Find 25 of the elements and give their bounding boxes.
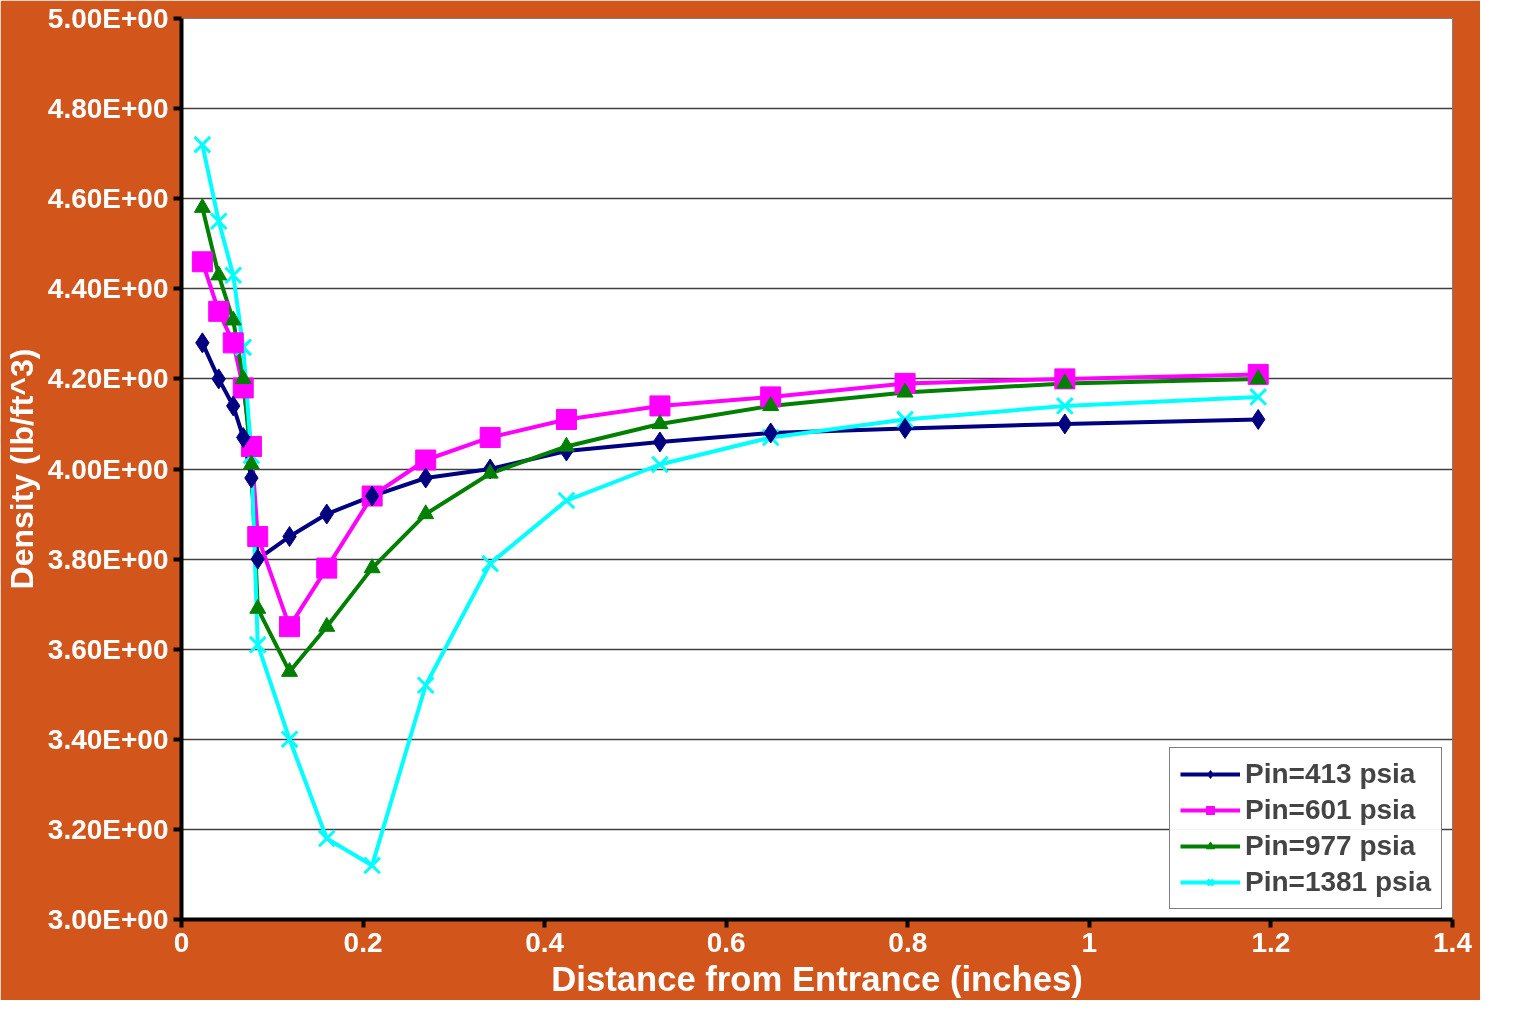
- legend-label: Pin=977 psia: [1244, 830, 1416, 862]
- y-tick-label: 5.00E+00: [47, 3, 169, 34]
- legend-label: Pin=413 psia: [1244, 758, 1416, 790]
- x-tick-label: 1: [1081, 926, 1098, 958]
- y-tick-label: 3.20E+00: [47, 813, 169, 845]
- legend-label: Pin=1381 psia: [1244, 866, 1431, 898]
- x-tick-label: 0.6: [706, 926, 746, 958]
- x-axis-title: Distance from Entrance (inches): [551, 959, 1083, 998]
- y-tick-label: 4.40E+00: [47, 273, 169, 305]
- y-axis-title: Density (lb/ft^3): [3, 348, 40, 590]
- y-tick-label: 4.60E+00: [47, 183, 169, 215]
- legend-label: Pin=601 psia: [1244, 794, 1416, 826]
- x-tick-label: 1.4: [1433, 926, 1473, 958]
- y-tick-label: 3.00E+00: [47, 904, 169, 935]
- x-tick-label: 0.4: [525, 926, 565, 958]
- x-tick-label: 0: [173, 926, 190, 958]
- x-tick-label: 0.2: [343, 926, 383, 958]
- y-tick-label: 3.60E+00: [47, 633, 169, 665]
- y-tick-label: 3.40E+00: [47, 723, 169, 755]
- y-tick-label: 3.80E+00: [47, 543, 169, 575]
- y-tick-label: 4.20E+00: [47, 363, 169, 395]
- y-tick-label: 4.00E+00: [47, 453, 169, 485]
- x-tick-label: 0.8: [888, 926, 928, 958]
- x-tick-label: 1.2: [1251, 926, 1291, 958]
- y-tick-label: 4.80E+00: [47, 93, 169, 125]
